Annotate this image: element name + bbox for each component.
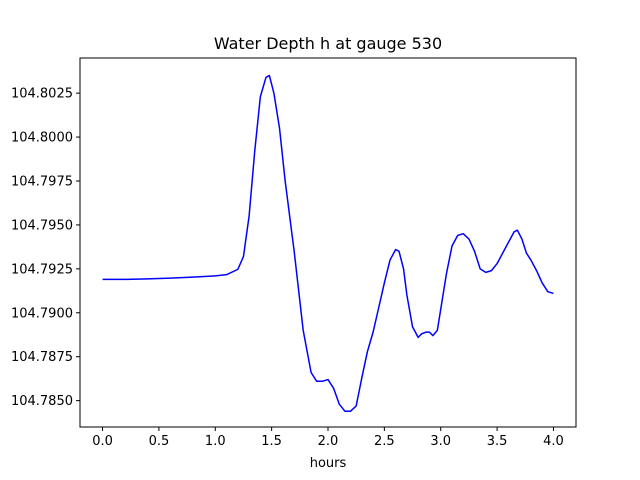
- y-tick-label: 104.8000: [11, 131, 73, 146]
- chart-title: Water Depth h at gauge 530: [214, 34, 442, 53]
- x-tick-label: 1.5: [261, 434, 282, 449]
- x-tick-label: 2.0: [318, 434, 339, 449]
- x-tick-label: 1.0: [205, 434, 226, 449]
- y-tick-label: 104.8025: [11, 87, 73, 102]
- y-tick-label: 104.7900: [11, 306, 73, 321]
- y-tick-label: 104.7875: [11, 350, 73, 365]
- y-tick-label: 104.7975: [11, 175, 73, 190]
- x-tick-label: 3.5: [487, 434, 508, 449]
- x-tick-label: 0.5: [149, 434, 170, 449]
- y-tick-label: 104.7925: [11, 262, 73, 277]
- x-axis-label: hours: [310, 456, 347, 471]
- x-tick-label: 0.0: [92, 434, 113, 449]
- y-tick-label: 104.7850: [11, 394, 73, 409]
- x-tick-label: 3.0: [430, 434, 451, 449]
- x-tick-label: 4.0: [543, 434, 564, 449]
- x-tick-label: 2.5: [374, 434, 395, 449]
- y-tick-label: 104.7950: [11, 218, 73, 233]
- x-axis: 0.0 0.5 1.0 1.5 2.0 2.5 3.0 3.5 4.0: [92, 427, 564, 449]
- y-axis: 104.7850 104.7875 104.7900 104.7925 104.7950…: [11, 87, 80, 409]
- series-line-water-depth: [102, 74, 554, 412]
